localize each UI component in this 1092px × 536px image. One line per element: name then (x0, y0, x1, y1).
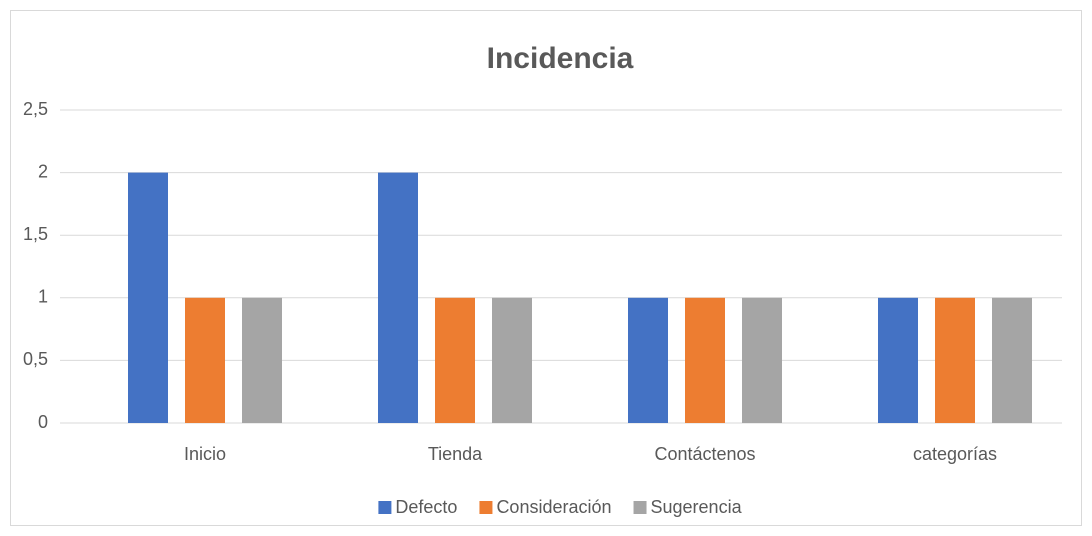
bar (742, 297, 782, 423)
legend-label: Defecto (395, 497, 457, 517)
bar (435, 297, 475, 423)
legend-label: Sugerencia (651, 497, 743, 517)
y-tick-label: 2 (38, 161, 48, 181)
bar (685, 297, 725, 423)
y-tick-label: 2,5 (23, 99, 48, 119)
legend-swatch (378, 501, 392, 514)
bar (378, 172, 418, 423)
y-tick-label: 0 (38, 412, 48, 432)
chart-border (10, 10, 1082, 526)
legend-swatch (633, 501, 647, 514)
legend-swatch (479, 501, 493, 514)
x-tick-label: categorías (913, 444, 997, 464)
bar (185, 297, 225, 423)
legend-label: Consideración (496, 497, 611, 517)
bar (128, 172, 168, 423)
bar (935, 297, 975, 423)
x-tick-label: Inicio (184, 444, 226, 464)
bar (878, 297, 918, 423)
bar (242, 297, 282, 423)
y-tick-label: 1 (38, 287, 48, 307)
bar (492, 297, 532, 423)
bar (628, 297, 668, 423)
y-tick-label: 1,5 (23, 224, 48, 244)
chart-title: Incidencia (487, 42, 634, 75)
x-tick-label: Contáctenos (654, 444, 755, 464)
y-tick-label: 0,5 (23, 349, 48, 369)
x-tick-label: Tienda (428, 444, 483, 464)
bar (992, 297, 1032, 423)
